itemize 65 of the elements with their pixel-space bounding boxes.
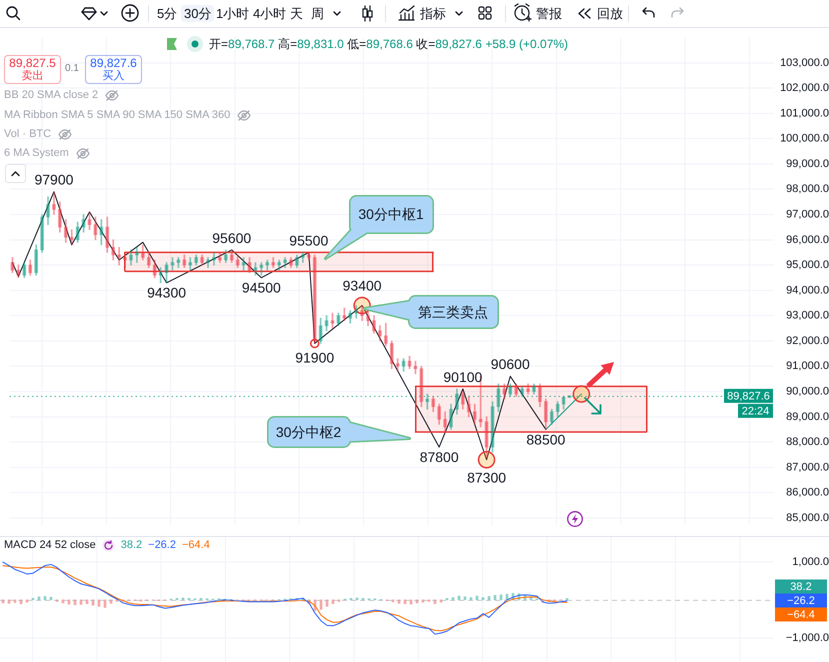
text: 4小时 xyxy=(253,5,286,22)
annotation: 0.1 xyxy=(65,63,79,75)
annotation: 93400 xyxy=(342,277,382,294)
y-tick-label: −1,000.0 xyxy=(786,632,829,644)
text: 38.2 xyxy=(790,581,812,594)
annotation: 6 MA System xyxy=(4,146,69,160)
y-tick-label: 92,000.0 xyxy=(786,334,829,347)
y-tick-label: 85,000.0 xyxy=(786,512,829,524)
annotation: 30分中枢1 xyxy=(358,206,424,222)
annotation: 89,827.5 xyxy=(8,56,57,70)
y-tick-label: 101,000.0 xyxy=(780,107,829,120)
y-tick-label: 87,000.0 xyxy=(786,461,829,474)
y-tick-label: 95,000.0 xyxy=(786,259,829,272)
annotation: 22:24 xyxy=(742,405,770,418)
annotation: 87300 xyxy=(467,470,506,486)
text: 5分 xyxy=(157,5,178,22)
text: 30分 xyxy=(181,5,214,22)
annotation: 95500 xyxy=(289,232,328,248)
annotation: 卖出 xyxy=(20,70,44,82)
text: 警报 xyxy=(536,5,562,22)
text: 周 xyxy=(311,5,324,22)
y-tick-label: 103,000.0 xyxy=(780,56,829,69)
y-tick-label: 97,000.0 xyxy=(786,208,829,221)
annotation: 94300 xyxy=(147,284,186,301)
annotation: 87800 xyxy=(420,448,459,465)
annotation: 91900 xyxy=(295,349,334,366)
annotation: 买入 xyxy=(102,70,126,82)
text: −64.4 xyxy=(787,609,815,622)
y-tick-label: 90,000.0 xyxy=(786,386,829,398)
annotation: Vol · BTC xyxy=(4,127,52,141)
text: 回放 xyxy=(597,5,623,22)
y-tick-label: 99,000.0 xyxy=(786,158,829,170)
y-tick-label: 100,000.0 xyxy=(780,132,829,145)
text: −26.2 xyxy=(787,595,815,608)
annotation: 30分中枢2 xyxy=(276,424,342,440)
y-tick-label: 93,000.0 xyxy=(786,310,829,322)
y-tick-label: 98,000.0 xyxy=(786,183,829,196)
y-tick-label: 94,000.0 xyxy=(786,284,829,296)
y-tick-label: 88,000.0 xyxy=(786,436,829,448)
annotation: −26.2 xyxy=(148,539,176,552)
y-tick-label: 1,000.0 xyxy=(792,556,829,568)
y-tick-label: 91,000.0 xyxy=(786,360,829,372)
annotation: −64.4 xyxy=(182,539,210,552)
annotation: 88500 xyxy=(526,431,566,448)
ref-line-label: 89,827.6 xyxy=(727,390,770,402)
annotation: 90600 xyxy=(490,356,530,372)
annotation: 38.2 xyxy=(120,539,142,552)
chart-title: MACD 24 52 close xyxy=(4,539,96,552)
annotation: MA Ribbon SMA 5 SMA 90 SMA 150 SMA 360 xyxy=(4,108,230,122)
y-tick-label: 89,000.0 xyxy=(786,410,829,423)
y-tick-label: 86,000.0 xyxy=(786,486,829,499)
annotation: BB 20 SMA close 2 xyxy=(4,88,98,102)
annotation: 89,827.6 xyxy=(435,37,482,51)
text: 1小时 xyxy=(216,5,250,22)
annotation: 第三类卖点 xyxy=(418,304,488,320)
annotation: 94500 xyxy=(242,280,282,296)
text: 指标 xyxy=(420,5,446,22)
annotation: 95600 xyxy=(212,230,252,246)
sell-button: 89,827.5 卖出 xyxy=(4,55,61,84)
text: 天 xyxy=(290,5,303,22)
buy-button: 89,827.6 买入 xyxy=(85,55,142,84)
annotation: 90100 xyxy=(443,368,483,385)
annotation: 97900 xyxy=(34,172,74,188)
y-tick-label: 96,000.0 xyxy=(786,234,829,246)
y-tick-label: 102,000.0 xyxy=(780,82,829,94)
